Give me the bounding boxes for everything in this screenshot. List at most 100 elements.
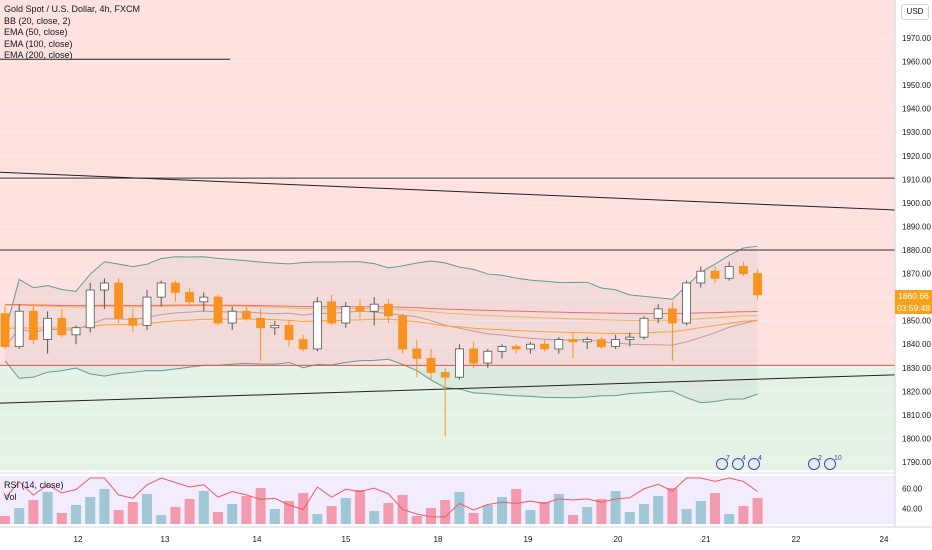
price-tick-label: 1940.00 xyxy=(902,105,931,114)
candle-body xyxy=(128,317,138,326)
volume-bar xyxy=(355,490,365,524)
us-flag-icon xyxy=(716,458,728,470)
candle-body xyxy=(199,296,209,303)
volume-bar xyxy=(568,515,578,524)
candle xyxy=(682,280,691,326)
volume-bar xyxy=(539,502,550,524)
event-marker[interactable]: 10 xyxy=(824,455,842,470)
rsi-tick-label: 40.00 xyxy=(902,505,923,514)
candle-body xyxy=(14,310,24,347)
rsi-panel xyxy=(0,476,895,524)
time-tick-label: 21 xyxy=(702,535,711,544)
volume-bar xyxy=(170,507,181,524)
candle-body xyxy=(298,339,308,350)
candle xyxy=(100,278,109,309)
volume-bar xyxy=(241,496,252,524)
volume-bar xyxy=(14,508,25,524)
candle-body xyxy=(540,343,549,350)
event-markers[interactable]: 7 4 4 2 10 xyxy=(716,455,842,470)
candle-body xyxy=(185,291,195,303)
volume-bar xyxy=(0,516,10,524)
candle-body xyxy=(355,306,365,312)
candle-body xyxy=(454,348,464,378)
candle xyxy=(469,341,479,368)
candle xyxy=(454,344,464,380)
candle-body xyxy=(383,303,393,317)
candle-body xyxy=(426,357,436,373)
candle-body xyxy=(483,350,493,364)
indicator-ema-100[interactable]: EMA (100, close) xyxy=(4,38,73,49)
bb-upper xyxy=(4,245,758,333)
candle xyxy=(43,311,52,354)
volume-bar xyxy=(156,515,167,524)
candle xyxy=(568,332,578,359)
time-tick-label: 12 xyxy=(74,535,83,544)
time-axis[interactable]: 12 13 14 15 18 19 20 21 22 24 xyxy=(74,535,889,544)
candle-body xyxy=(270,324,280,329)
price-tick-label: 1900.00 xyxy=(902,199,931,208)
volume-bar xyxy=(227,504,238,524)
volume-bar xyxy=(28,500,39,524)
event-marker[interactable]: 7 xyxy=(716,455,731,470)
candle xyxy=(696,266,706,288)
volume-bar xyxy=(184,499,195,524)
candle-body xyxy=(440,372,450,378)
us-flag-icon xyxy=(732,458,744,470)
volume-bar xyxy=(667,488,678,524)
candle-body xyxy=(497,346,507,352)
candle xyxy=(298,334,308,352)
candle xyxy=(227,306,237,331)
candle xyxy=(14,304,24,349)
candle-body xyxy=(469,348,479,364)
candle-body xyxy=(241,310,251,319)
candle xyxy=(383,299,393,324)
volume-bar xyxy=(369,511,380,524)
rsi-title[interactable]: RSI (14, close) xyxy=(4,480,64,490)
candle-body xyxy=(753,273,762,296)
candle xyxy=(526,341,535,354)
volume-bar xyxy=(85,497,96,524)
volume-title[interactable]: Vol xyxy=(4,491,17,502)
current-price-tag: 1860.66 xyxy=(895,290,932,302)
time-tick-label: 19 xyxy=(524,535,533,544)
volume-bar xyxy=(255,488,266,524)
event-count: 10 xyxy=(834,455,842,462)
price-tick-label: 1840.00 xyxy=(902,340,931,349)
event-marker[interactable]: 4 xyxy=(748,455,763,470)
candle-body xyxy=(227,310,237,324)
rsi-legend: RSI (14, close) Vol xyxy=(4,480,64,503)
us-flag-icon xyxy=(824,458,836,470)
candle xyxy=(341,301,351,328)
price-tick-label: 1870.00 xyxy=(902,270,931,279)
candle xyxy=(540,339,549,352)
event-marker[interactable]: 4 xyxy=(732,455,747,470)
candle xyxy=(199,292,209,312)
candle xyxy=(0,306,10,349)
volume-bar xyxy=(56,513,67,524)
volume-bar xyxy=(71,505,81,524)
support-zone xyxy=(0,365,895,470)
volume-bar xyxy=(525,510,536,524)
rsi-axis[interactable]: 60.00 40.00 xyxy=(902,484,923,513)
candle-body xyxy=(0,313,10,347)
currency-button[interactable]: USD xyxy=(901,4,929,20)
candle-body xyxy=(511,346,521,350)
indicator-bb[interactable]: BB (20, close, 2) xyxy=(4,15,71,26)
volume-bar xyxy=(553,494,564,524)
candle-body xyxy=(682,282,691,324)
price-axis[interactable]: 1970.00 1960.00 1950.00 1940.00 1930.00 1920.… xyxy=(902,34,931,467)
candles xyxy=(0,261,762,437)
candle-body xyxy=(611,339,620,347)
candle-body xyxy=(170,282,180,293)
symbol-title[interactable]: Gold Spot / U.S. Dollar, 4h, FXCM xyxy=(4,4,141,14)
candle xyxy=(71,325,81,345)
indicator-ema-50[interactable]: EMA (50, close) xyxy=(4,27,68,37)
volume-bar xyxy=(596,499,607,524)
us-flag-icon xyxy=(808,458,820,470)
volume-bar xyxy=(298,493,309,524)
indicator-ema-200[interactable]: EMA (200, close) xyxy=(4,50,73,60)
event-marker[interactable]: 2 xyxy=(808,455,823,470)
time-tick-label: 14 xyxy=(253,535,262,544)
volume-bar xyxy=(610,491,621,524)
